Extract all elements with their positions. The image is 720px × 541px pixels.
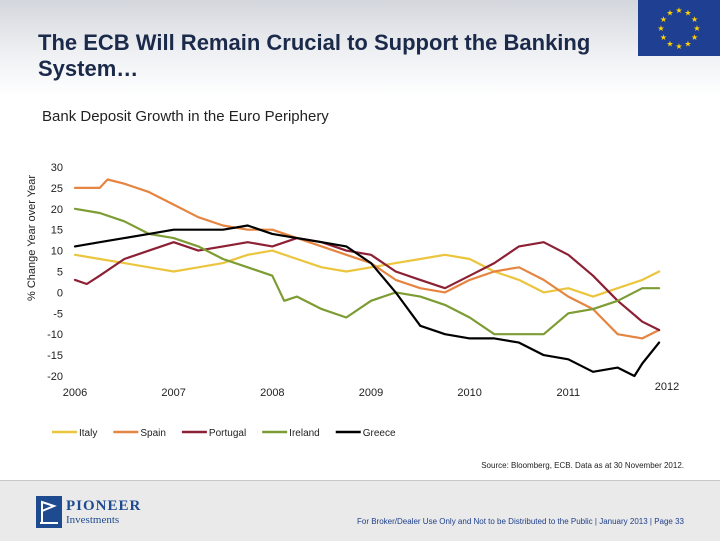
legend-label-greece: Greece: [363, 428, 396, 439]
x-tick-label: 2007: [161, 387, 185, 399]
eu-star-icon: ★: [675, 42, 682, 51]
eu-star-icon: ★: [666, 40, 673, 49]
y-tick-label: 5: [57, 267, 63, 279]
eu-star-icon: ★: [666, 8, 673, 17]
series-line-spain: [73, 178, 661, 340]
legend-label-ireland: Ireland: [289, 428, 320, 439]
pioneer-logo: PIONEER Investments: [36, 495, 186, 529]
eu-star-icon: ★: [693, 24, 700, 33]
legend-label-italy: Italy: [79, 428, 97, 439]
footer-bar: PIONEER Investments For Broker/Dealer Us…: [0, 480, 720, 541]
y-tick-label: 0: [57, 287, 63, 299]
slide-title: The ECB Will Remain Crucial to Support t…: [38, 30, 591, 81]
deposit-growth-chart: % Change Year over Year 30 25 20 15 10 5 0 -5 -1…: [26, 162, 679, 439]
x-tick-label: 2011: [557, 387, 581, 399]
logo-subname: Investments: [66, 514, 120, 526]
y-axis-label: % Change Year over Year: [26, 175, 38, 301]
series-line-greece: [73, 224, 661, 378]
x-tick-label: 2009: [359, 387, 383, 399]
y-tick-label: 25: [51, 183, 63, 195]
eu-star-icon: ★: [660, 33, 667, 42]
legend-label-spain: Spain: [140, 428, 166, 439]
y-tick-label: -15: [47, 350, 63, 362]
eu-star-icon: ★: [691, 33, 698, 42]
eu-star-icon: ★: [684, 40, 691, 49]
x-tick-label: 2010: [457, 387, 481, 399]
eu-star-icon: ★: [684, 8, 691, 17]
y-tick-label: 10: [51, 246, 63, 258]
y-tick-label: -10: [47, 329, 63, 341]
footer-disclaimer: For Broker/Dealer Use Only and Not to be…: [357, 517, 684, 526]
pioneer-emblem-icon: [36, 496, 62, 528]
chart-title: Bank Deposit Growth in the Euro Peripher…: [42, 108, 329, 125]
x-tick-label: 2008: [260, 387, 284, 399]
eu-star-icon: ★: [675, 6, 682, 15]
eu-star-icon: ★: [660, 15, 667, 24]
y-tick-label: -5: [53, 308, 63, 320]
eu-flag-icon: ★ ★★★★★★★★★★★: [638, 0, 720, 56]
series-line-ireland: [73, 207, 661, 336]
series-line-italy: [73, 249, 661, 298]
x-tick-label: 2006: [63, 387, 87, 399]
header-band: [0, 0, 720, 96]
logo-name: PIONEER: [66, 498, 142, 514]
eu-star-icon: ★: [657, 24, 664, 33]
legend-label-portugal: Portugal: [209, 428, 246, 439]
y-tick-label: -20: [47, 371, 63, 383]
y-tick-label: 15: [51, 225, 63, 237]
source-note: Source: Bloomberg, ECB. Data as at 30 No…: [481, 461, 684, 470]
eu-star-icon: ★: [691, 15, 698, 24]
series-line-portugal: [73, 236, 661, 332]
x-tick-label: 2012: [655, 381, 679, 393]
y-tick-label: 30: [51, 162, 63, 174]
y-tick-label: 20: [51, 204, 63, 216]
